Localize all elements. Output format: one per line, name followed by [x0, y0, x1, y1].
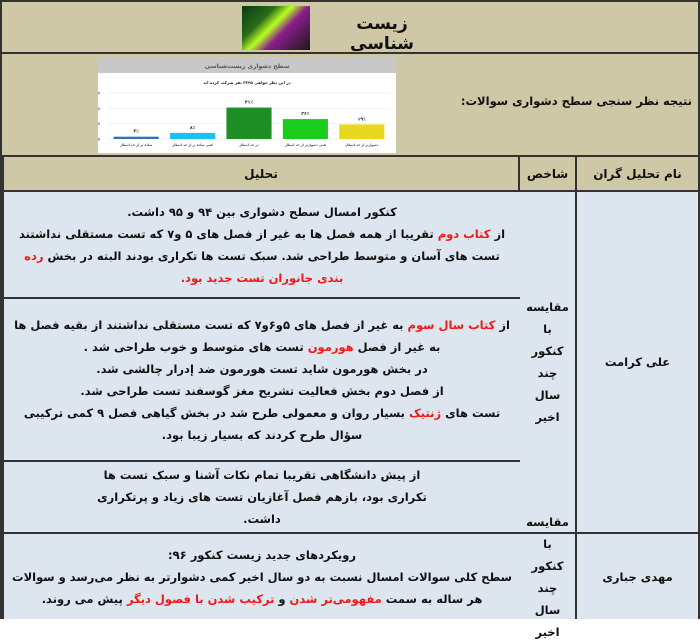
bar: [339, 124, 385, 139]
x-tick-label: ساده تر از حد انتظار: [119, 143, 152, 147]
difficulty-chart: سطح دشواری زیست‌شناسی در این نظر خواهی ۳…: [98, 57, 396, 153]
y-tick-label: 20: [98, 122, 101, 126]
x-tick-label: در حد انتظار: [238, 143, 259, 147]
chart-title-bar: [98, 57, 396, 73]
bar: [113, 136, 159, 139]
bar: [282, 119, 328, 139]
header-name: نام تحلیل گران: [575, 157, 698, 192]
text-line: رویکردهای جدید زیست کنکور ۹۶:: [168, 547, 356, 562]
analyst-name: مهدی جباری: [575, 534, 698, 619]
analyst-name: علی کرامت: [575, 192, 698, 534]
dna-logo-image: [242, 6, 310, 50]
bar-data-label: ۳٪: [133, 129, 139, 135]
text-line: سطح کلی سوالات امسال نسبت به دو سال اخیر…: [12, 569, 512, 606]
page-title: زیست شناسی: [350, 14, 414, 54]
analysis-paragraph: از کتاب سال سوم به غیر از فصل های ۵و۶و۷ …: [2, 299, 520, 462]
bar-data-label: ۱۹٪: [358, 117, 366, 122]
index-cell: مقایسه با کنکور چند سال اخیر: [518, 515, 575, 639]
bar: [170, 132, 216, 139]
chart-subtitle: در این نظر خواهی ۳۳۴۵ نفر شرکت کرده اند: [203, 80, 290, 85]
y-tick-label: 0: [98, 138, 101, 142]
x-tick-label: کمی دشوارتر از حد انتظار: [284, 143, 326, 147]
bar-data-label: ۴۱٪: [245, 101, 253, 106]
bar-data-label: ۸٪: [190, 126, 196, 131]
text-line: تست های ژنتیک بسیار روان و معمولی طرح شد…: [23, 405, 501, 442]
analysis-paragraph: کنکور امسال سطح دشواری بین ۹۴ و ۹۵ داشت.…: [2, 192, 520, 299]
text-line: از فصل دوم بخش فعالیت تشریح مغز گوسفند ت…: [80, 383, 444, 398]
text-line: در بخش هورمون شاید تست هورمون ضد إدرار چ…: [96, 361, 428, 376]
chart-title: سطح دشواری زیست‌شناسی: [205, 63, 290, 70]
survey-row: نتیجه نظر سنجی سطح دشواری سوالات: سطح دش…: [2, 54, 698, 157]
header-analysis: تحلیل: [2, 157, 518, 192]
survey-caption: نتیجه نظر سنجی سطح دشواری سوالات:: [460, 94, 692, 108]
analysis-paragraph: رویکردهای جدید زیست کنکور ۹۶: سطح کلی سو…: [2, 534, 520, 619]
text-line: از کتاب سال سوم به غیر از فصل های ۵و۶و۷ …: [14, 317, 510, 354]
x-tick-label: کمی ساده تر از حد انتظار: [171, 143, 213, 147]
bar: [226, 107, 272, 139]
header-index: شاخص: [518, 157, 575, 192]
text-line: از کتاب دوم تقریبا از همه فصل ها به غیر …: [18, 226, 506, 285]
text-line: کنکور امسال سطح دشواری بین ۹۴ و ۹۵ داشت.: [127, 204, 397, 219]
header: زیست شناسی: [2, 2, 698, 54]
x-tick-label: دشوارتر از حد انتظار: [344, 143, 378, 147]
bar-data-label: ۲۶٪: [301, 111, 309, 117]
y-tick-label: 40: [98, 107, 101, 111]
analysis-paragraph: از پیش دانشگاهی تقریبا تمام نکات آشنا و …: [2, 462, 520, 534]
y-tick-label: 60: [98, 92, 101, 96]
index-cell: مقایسه با کنکور چند سال اخیر: [518, 192, 575, 534]
